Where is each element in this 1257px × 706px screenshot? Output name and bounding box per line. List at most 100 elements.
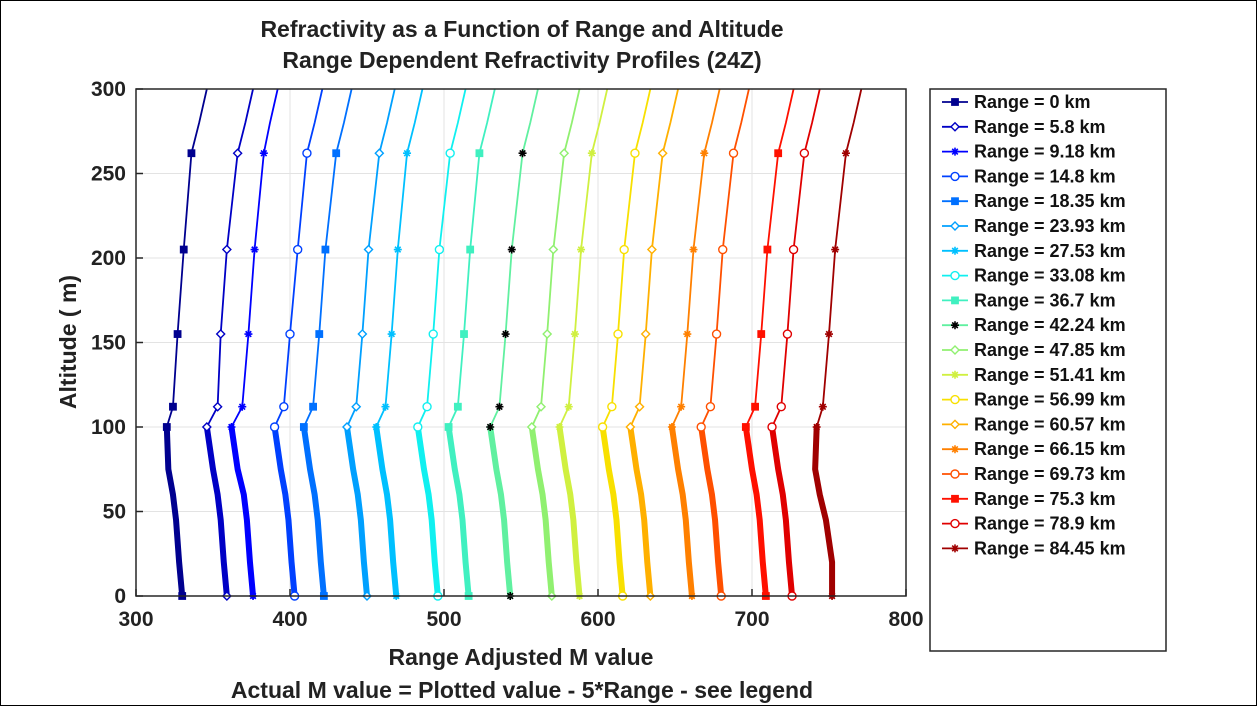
legend-entry: Range = 60.57 km xyxy=(942,414,1126,434)
data-point xyxy=(507,245,516,254)
data-point xyxy=(619,244,629,255)
data-point xyxy=(299,423,308,431)
data-point xyxy=(728,148,739,158)
legend-label: Range = 42.24 km xyxy=(974,315,1126,335)
legend-entry: Range = 47.85 km xyxy=(942,340,1126,360)
legend-entry: Range = 69.73 km xyxy=(942,464,1126,484)
data-point xyxy=(782,329,793,339)
legend-label: Range = 51.41 km xyxy=(974,365,1126,385)
data-point xyxy=(657,148,668,159)
data-point xyxy=(315,330,324,338)
legend-marker xyxy=(950,469,960,479)
series-line-lower xyxy=(373,424,400,599)
series-line-lower xyxy=(698,424,725,599)
series-12 xyxy=(597,88,652,601)
axis-ticks: 300 400 500 600 700 800 0 50 100 150 200 250 300 xyxy=(91,78,924,631)
legend-label: Range = 47.85 km xyxy=(974,340,1126,360)
data-point xyxy=(825,330,833,339)
legend-marker xyxy=(951,494,959,503)
legend-marker xyxy=(951,445,959,454)
data-point xyxy=(201,422,212,432)
data-point xyxy=(309,402,317,411)
legend-entry: Range = 14.8 km xyxy=(942,166,1116,186)
legend-marker xyxy=(950,121,960,132)
legend-entry: Range = 36.7 km xyxy=(942,290,1116,310)
series-4 xyxy=(299,88,353,600)
data-point xyxy=(587,149,596,158)
data-point xyxy=(221,244,232,255)
data-point xyxy=(393,245,402,254)
data-point xyxy=(173,330,182,338)
legend-label: Range = 36.7 km xyxy=(974,290,1116,310)
x-tick-label: 800 xyxy=(888,608,923,631)
legend-label: Range = 27.53 km xyxy=(974,241,1126,261)
legend-label: Range = 14.8 km xyxy=(974,166,1116,186)
data-point xyxy=(757,330,766,338)
series-3 xyxy=(269,88,324,601)
data-point xyxy=(831,245,840,254)
data-point xyxy=(250,245,259,254)
legend-entry: Range = 51.41 km xyxy=(942,365,1126,385)
legend-marker xyxy=(951,544,959,553)
data-point xyxy=(751,402,759,411)
legend-marker xyxy=(951,246,959,255)
data-point xyxy=(518,149,527,158)
data-point xyxy=(501,330,510,339)
legend-entry: Range = 9.18 km xyxy=(942,142,1116,162)
data-point xyxy=(559,148,570,159)
x-tick-label: 300 xyxy=(118,608,153,631)
legend-marker xyxy=(951,98,959,106)
legend-entry: Range = 75.3 km xyxy=(942,489,1116,509)
legend-marker xyxy=(950,270,960,281)
data-point xyxy=(700,149,709,158)
legend: Range = 0 km Range = 5.8 km Range = 9.18 k… xyxy=(942,92,1126,558)
data-point xyxy=(293,244,303,255)
series-14 xyxy=(667,88,721,600)
legend-label: Range = 0 km xyxy=(974,92,1091,112)
y-axis-label: Altitude ( m) xyxy=(55,275,81,409)
y-tick-label: 300 xyxy=(91,78,126,101)
series-line-lower xyxy=(812,424,836,599)
data-point xyxy=(613,329,623,339)
legend-entry: Range = 78.9 km xyxy=(942,514,1116,534)
series-line-lower xyxy=(228,424,257,599)
y-tick-label: 250 xyxy=(91,163,126,186)
y-tick-label: 200 xyxy=(91,247,126,270)
data-point xyxy=(689,245,698,254)
series-line-lower xyxy=(271,424,298,599)
x-tick-label: 500 xyxy=(426,608,461,631)
legend-entry: Range = 5.8 km xyxy=(942,117,1106,137)
chart-title: Refractivity as a Function of Range and … xyxy=(260,16,783,42)
data-point xyxy=(625,422,636,432)
data-point xyxy=(577,245,586,254)
data-point xyxy=(683,330,692,339)
data-point xyxy=(445,148,455,158)
legend-marker xyxy=(950,345,960,355)
data-point xyxy=(677,402,686,411)
series-5 xyxy=(341,88,396,601)
chart-subtitle: Range Dependent Refractivity Profiles (2… xyxy=(282,47,761,73)
data-point xyxy=(460,330,468,338)
chart-footnote: Actual M value = Plotted value - 5*Range… xyxy=(231,677,813,703)
series-line-lower xyxy=(343,424,370,599)
data-point xyxy=(428,329,438,339)
legend-entry: Range = 0 km xyxy=(942,92,1091,112)
data-point xyxy=(341,422,352,432)
legend-marker xyxy=(950,518,960,529)
legend-label: Range = 75.3 km xyxy=(974,489,1116,509)
data-point xyxy=(564,402,573,411)
y-tick-label: 150 xyxy=(91,332,126,355)
series-2 xyxy=(227,88,279,600)
series-13 xyxy=(625,88,679,601)
legend-label: Range = 33.08 km xyxy=(974,266,1126,286)
data-point xyxy=(542,329,553,340)
data-point xyxy=(776,402,786,412)
y-tick-label: 100 xyxy=(91,416,126,439)
legend-label: Range = 66.15 km xyxy=(974,439,1126,459)
data-point xyxy=(475,149,484,158)
series-15 xyxy=(696,88,750,601)
data-point xyxy=(279,402,289,412)
series-line-lower xyxy=(556,424,583,599)
series-line-lower xyxy=(203,424,230,599)
series-line-lower xyxy=(445,424,472,599)
